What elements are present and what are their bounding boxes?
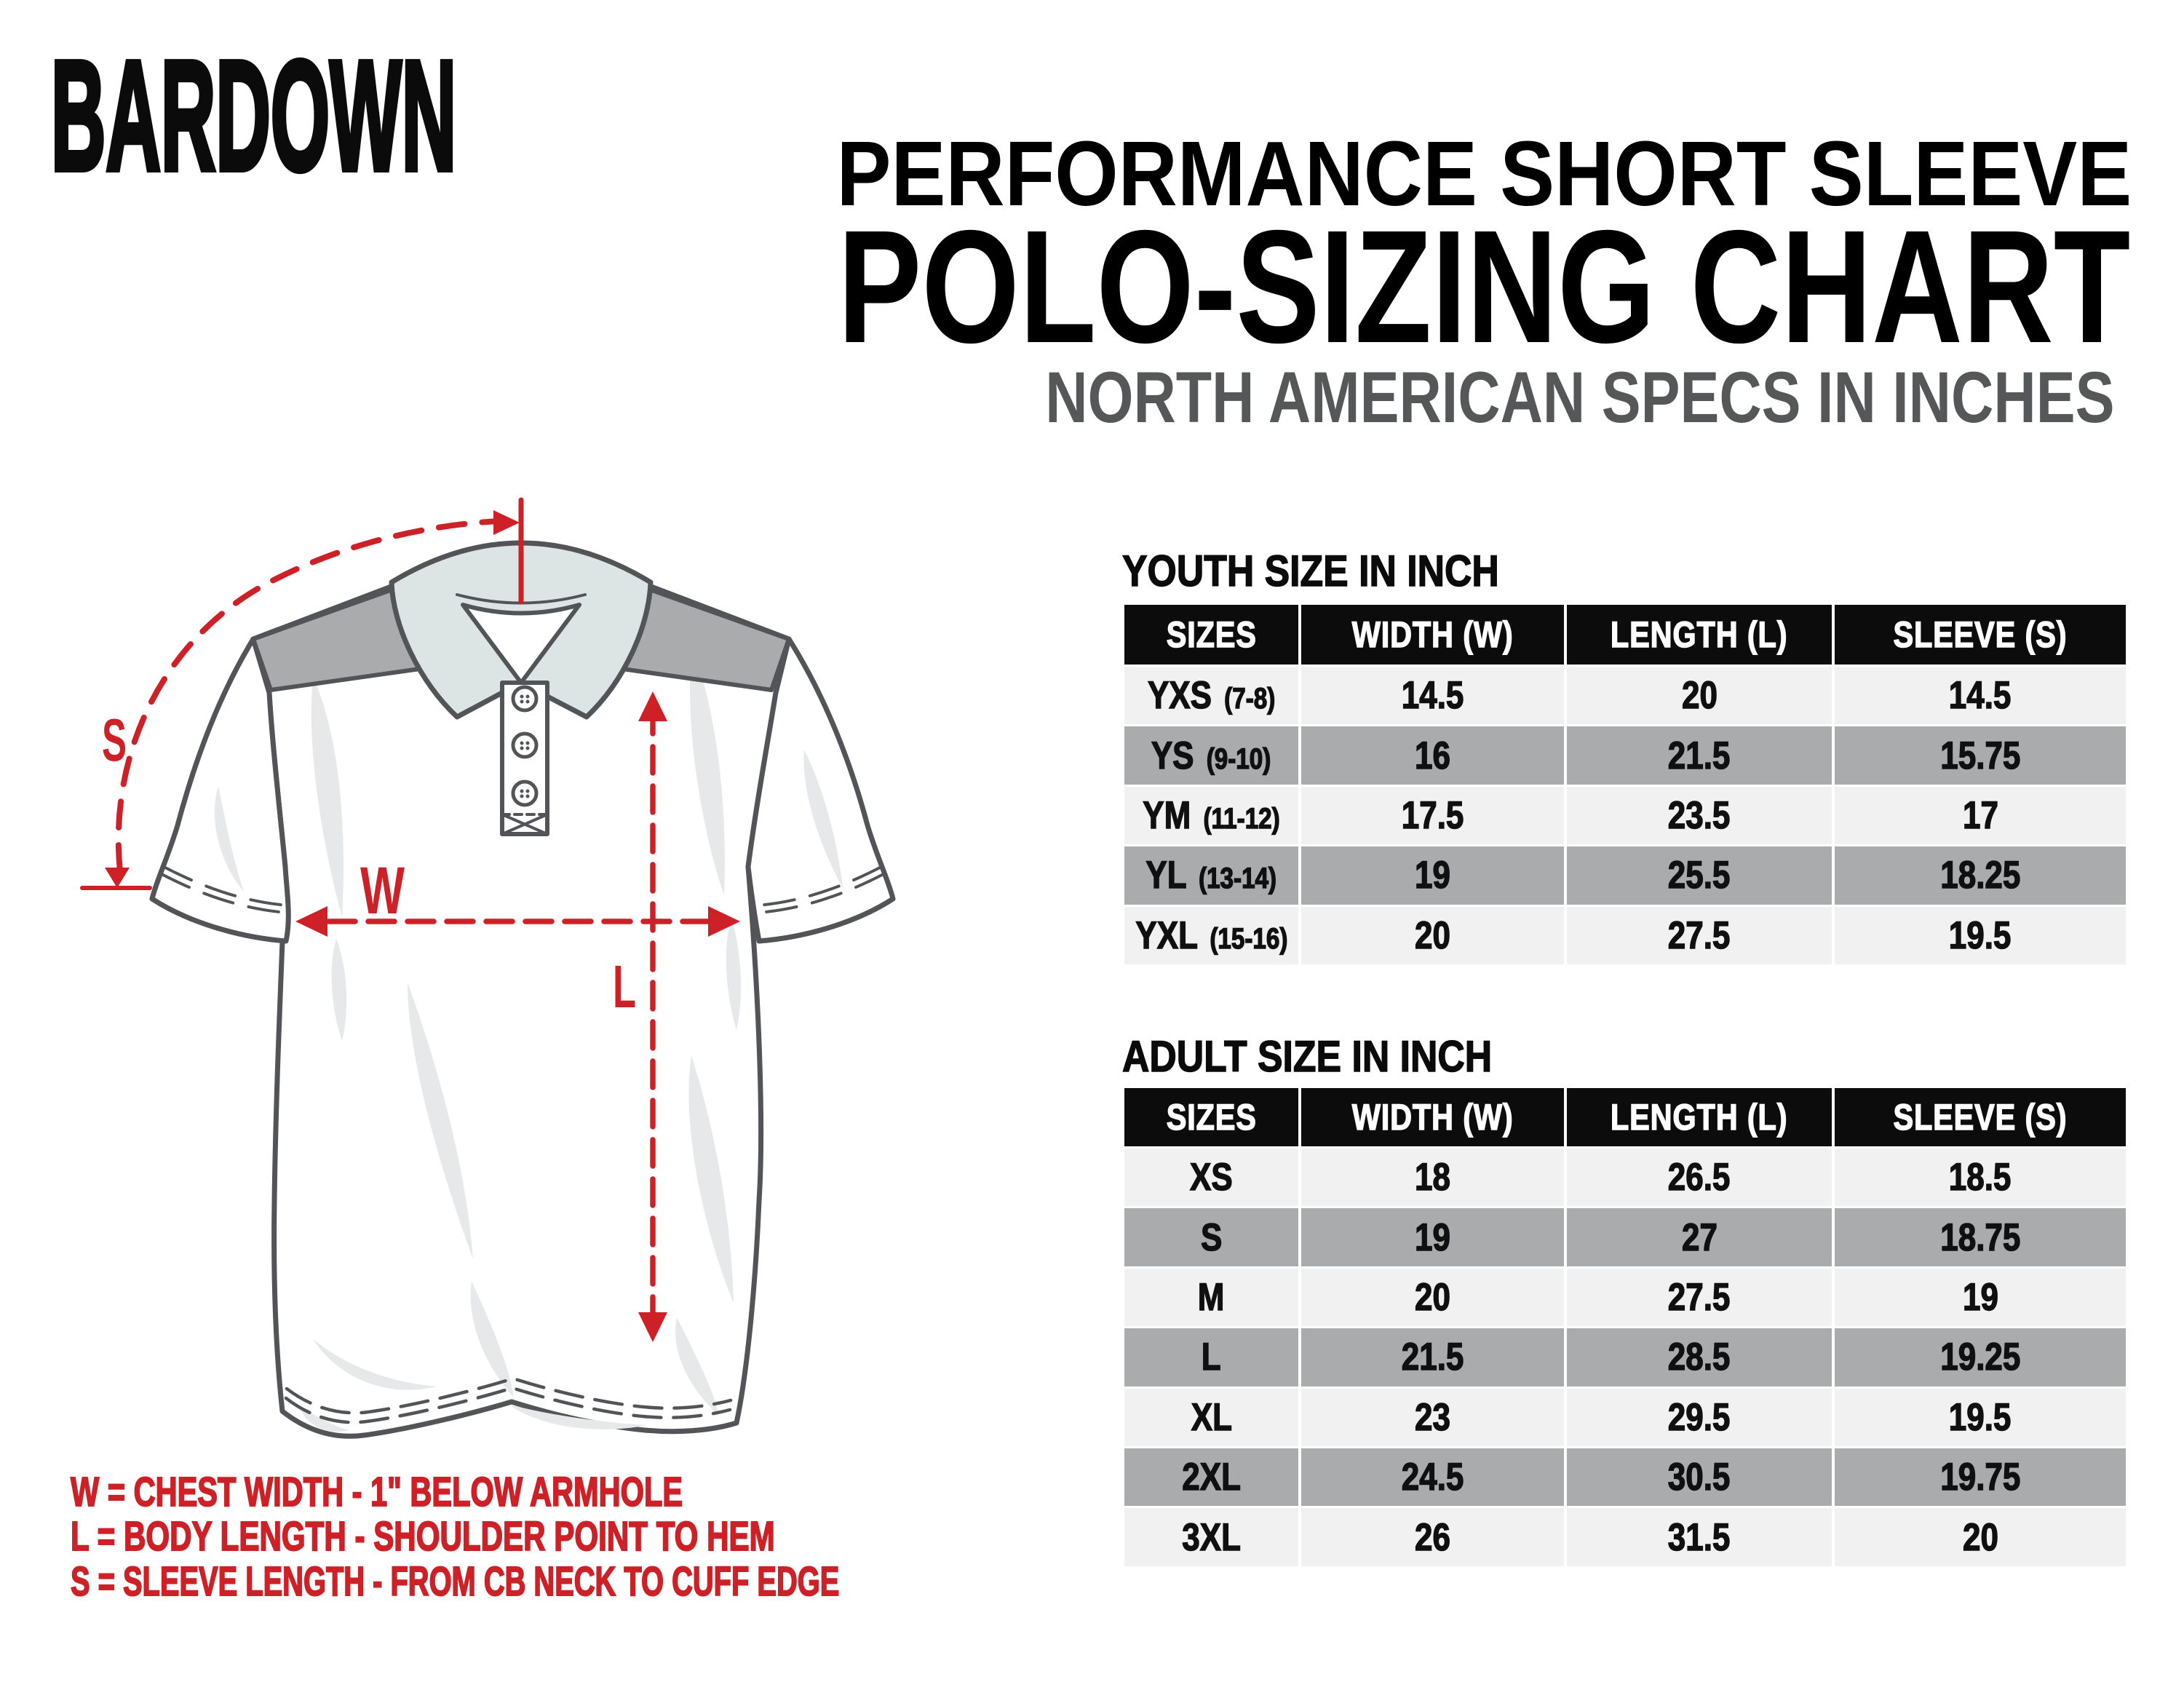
svg-text:L: L xyxy=(613,953,636,1020)
svg-text:W: W xyxy=(360,854,405,928)
svg-text:S: S xyxy=(102,706,127,774)
